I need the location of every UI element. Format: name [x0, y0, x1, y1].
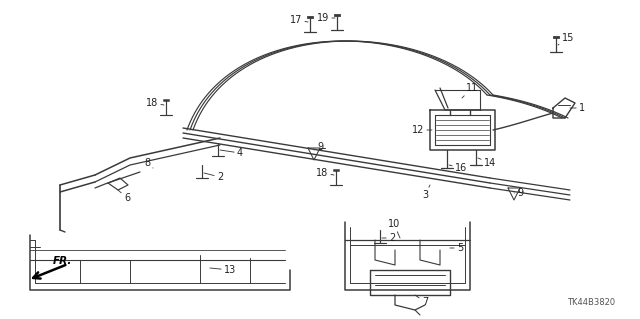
Text: 11: 11 — [462, 83, 478, 98]
Text: 1: 1 — [570, 103, 585, 113]
Text: 3: 3 — [422, 185, 430, 200]
Text: 9: 9 — [514, 188, 523, 198]
Text: 13: 13 — [210, 265, 236, 275]
Text: 12: 12 — [412, 125, 432, 135]
Text: 9: 9 — [314, 142, 323, 152]
Text: 2: 2 — [204, 172, 223, 182]
Text: FR.: FR. — [52, 256, 72, 266]
Text: 10: 10 — [388, 219, 400, 238]
Text: 17: 17 — [290, 15, 308, 25]
Text: 4: 4 — [220, 148, 243, 158]
Text: 8: 8 — [144, 158, 153, 168]
Text: 14: 14 — [478, 158, 496, 168]
Text: 15: 15 — [558, 33, 574, 45]
Text: 18: 18 — [316, 168, 334, 178]
Text: 6: 6 — [118, 190, 130, 203]
Text: 2: 2 — [382, 233, 395, 243]
Text: 16: 16 — [449, 163, 467, 173]
Text: 18: 18 — [146, 98, 164, 108]
Text: 7: 7 — [415, 295, 428, 307]
Text: 5: 5 — [450, 243, 463, 253]
Text: 19: 19 — [317, 13, 335, 23]
Text: TK44B3820: TK44B3820 — [567, 298, 615, 307]
